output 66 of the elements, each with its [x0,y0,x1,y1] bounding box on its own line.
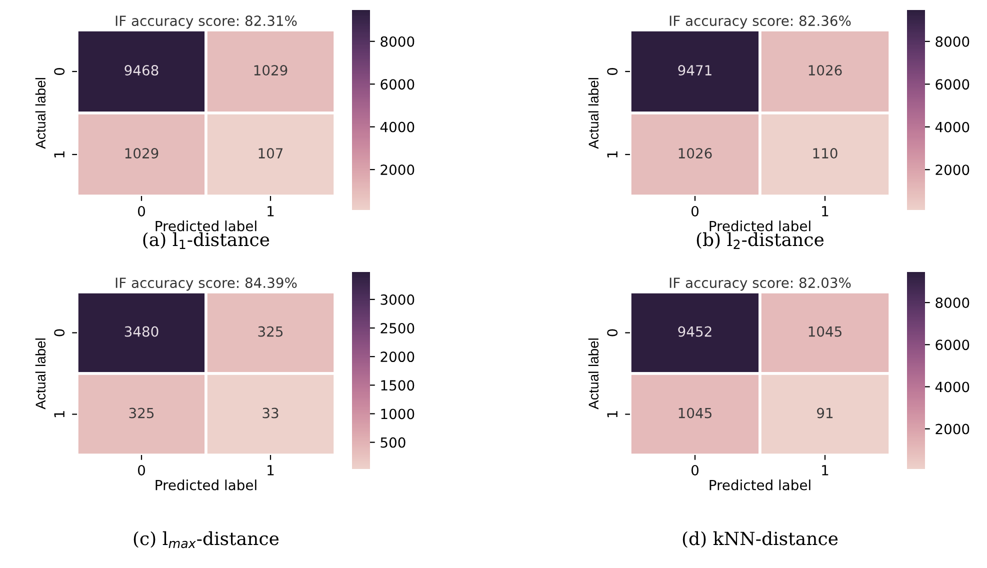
x-tick-label: 0 [691,464,698,476]
color-bar-label: 4000 [935,122,970,132]
data-label: 1029 [254,65,288,76]
data-label: 9471 [678,65,712,76]
color-bar-label: 1500 [381,380,414,391]
data-label: 1026 [678,148,712,159]
data-label: 9468 [124,65,158,76]
y-tick-label: 1 [607,411,618,418]
x-axis-title: Predicted label [710,480,810,490]
text: (a) l$_{1}$-distance [143,232,270,249]
y-axis-title: Actual label [588,78,599,149]
y-tick-label: 0 [607,68,618,76]
chart-title: IF accuracy score: 82.31% [116,16,297,29]
x-axis-title: Predicted label [710,220,810,232]
data-label: 3480 [124,326,158,337]
data-label: 1045 [808,326,842,337]
color-bar-label: 4000 [935,382,970,392]
color-bar-label: 3000 [380,294,414,305]
chart-title: IF accuracy score: 82.36% [670,16,851,29]
color-bar-label: 1000 [381,408,414,420]
chart-title: IF accuracy score: 84.39% [116,278,297,291]
x-axis-title: Predicted label [156,220,256,232]
x-tick-label: 0 [138,206,145,216]
data-label: 325 [258,326,283,337]
color-bar-label: 8000 [380,36,414,47]
data-label: 325 [129,408,154,418]
color-bar-label: 2000 [936,424,970,434]
x-tick-label: 1 [822,465,828,476]
data-label: 33 [262,408,278,418]
y-axis-title: Actual label [588,338,599,410]
data-label: 1026 [808,65,842,76]
x-tick-label: 0 [691,206,698,216]
color-bar-label: 6000 [936,79,970,90]
y-axis-title: Actual label [35,78,46,149]
data-label: 1045 [678,408,712,418]
y-axis-title: Actual label [35,338,46,410]
color-bar-label: 2000 [936,164,970,176]
y-tick-label: 0 [54,68,65,76]
x-tick-label: 1 [268,206,274,216]
y-tick-label: 1 [54,151,64,158]
color-bar-label: 8000 [936,298,970,308]
y-tick-label: 1 [607,151,618,158]
data-label: 91 [817,408,833,418]
color-bar-label: 4000 [380,122,414,132]
data-label: 107 [258,148,283,159]
color-bar-label: 6000 [936,340,970,350]
color-bar-label: 500 [380,437,406,448]
text: (c) l$_{max}$-distance [134,531,279,548]
text: (b) l$_{2}$-distance [696,232,824,249]
x-tick-label: 0 [138,464,145,476]
color-bar-label: 8000 [936,36,970,47]
x-axis-title: Predicted label [156,480,256,490]
color-bar-label: 2000 [380,164,414,176]
x-tick-label: 1 [268,465,274,476]
data-label: 110 [813,148,838,159]
chart-title: IF accuracy score: 82.03% [670,278,851,291]
data-label: 9452 [678,326,712,337]
color-bar-label: 6000 [380,79,414,90]
y-tick-label: 0 [607,329,618,336]
text: (d) kNN-distance [682,531,838,548]
x-tick-label: 1 [822,206,828,216]
data-label: 1029 [125,148,158,159]
color-bar-label: 2000 [380,352,414,362]
color-bar-label: 2500 [380,322,414,334]
y-tick-label: 1 [54,411,64,418]
y-tick-label: 0 [54,329,65,336]
